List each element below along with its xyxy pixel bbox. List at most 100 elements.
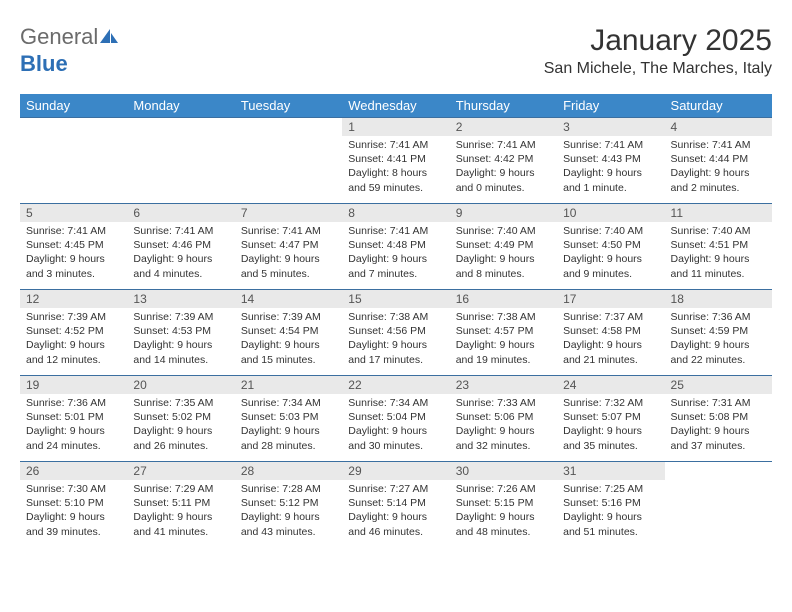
- day-number: 26: [20, 462, 127, 480]
- weekday-header: Friday: [557, 94, 664, 118]
- day-data: Sunrise: 7:39 AMSunset: 4:54 PMDaylight:…: [235, 308, 342, 371]
- calendar-cell: [127, 118, 234, 204]
- day-number: 5: [20, 204, 127, 222]
- day-number: 30: [450, 462, 557, 480]
- day-data: Sunrise: 7:41 AMSunset: 4:42 PMDaylight:…: [450, 136, 557, 199]
- calendar-cell: 9Sunrise: 7:40 AMSunset: 4:49 PMDaylight…: [450, 204, 557, 290]
- day-data: Sunrise: 7:36 AMSunset: 4:59 PMDaylight:…: [665, 308, 772, 371]
- calendar-cell: 24Sunrise: 7:32 AMSunset: 5:07 PMDayligh…: [557, 376, 664, 462]
- day-number: 4: [665, 118, 772, 136]
- day-number: 10: [557, 204, 664, 222]
- day-number: 1: [342, 118, 449, 136]
- calendar-week-row: 5Sunrise: 7:41 AMSunset: 4:45 PMDaylight…: [20, 204, 772, 290]
- day-data: Sunrise: 7:38 AMSunset: 4:57 PMDaylight:…: [450, 308, 557, 371]
- calendar-cell: 26Sunrise: 7:30 AMSunset: 5:10 PMDayligh…: [20, 462, 127, 548]
- weekday-header: Sunday: [20, 94, 127, 118]
- day-number: 6: [127, 204, 234, 222]
- day-number: 15: [342, 290, 449, 308]
- day-data: Sunrise: 7:27 AMSunset: 5:14 PMDaylight:…: [342, 480, 449, 543]
- day-number: 8: [342, 204, 449, 222]
- calendar-cell: 2Sunrise: 7:41 AMSunset: 4:42 PMDaylight…: [450, 118, 557, 204]
- day-number: 7: [235, 204, 342, 222]
- calendar-week-row: 12Sunrise: 7:39 AMSunset: 4:52 PMDayligh…: [20, 290, 772, 376]
- calendar-week-row: 1Sunrise: 7:41 AMSunset: 4:41 PMDaylight…: [20, 118, 772, 204]
- day-data: Sunrise: 7:34 AMSunset: 5:04 PMDaylight:…: [342, 394, 449, 457]
- day-number: 29: [342, 462, 449, 480]
- day-data: Sunrise: 7:41 AMSunset: 4:46 PMDaylight:…: [127, 222, 234, 285]
- calendar-cell: 31Sunrise: 7:25 AMSunset: 5:16 PMDayligh…: [557, 462, 664, 548]
- calendar-cell: 15Sunrise: 7:38 AMSunset: 4:56 PMDayligh…: [342, 290, 449, 376]
- logo-word2: Blue: [20, 51, 68, 76]
- day-number: 22: [342, 376, 449, 394]
- day-number: 2: [450, 118, 557, 136]
- day-number: 11: [665, 204, 772, 222]
- day-number: 31: [557, 462, 664, 480]
- calendar-cell: 29Sunrise: 7:27 AMSunset: 5:14 PMDayligh…: [342, 462, 449, 548]
- calendar-cell: 4Sunrise: 7:41 AMSunset: 4:44 PMDaylight…: [665, 118, 772, 204]
- logo-text: GeneralBlue: [20, 24, 120, 77]
- day-data: Sunrise: 7:41 AMSunset: 4:47 PMDaylight:…: [235, 222, 342, 285]
- day-data: Sunrise: 7:33 AMSunset: 5:06 PMDaylight:…: [450, 394, 557, 457]
- day-data: Sunrise: 7:26 AMSunset: 5:15 PMDaylight:…: [450, 480, 557, 543]
- day-data: Sunrise: 7:36 AMSunset: 5:01 PMDaylight:…: [20, 394, 127, 457]
- day-number: 17: [557, 290, 664, 308]
- weekday-header: Wednesday: [342, 94, 449, 118]
- calendar-cell: 20Sunrise: 7:35 AMSunset: 5:02 PMDayligh…: [127, 376, 234, 462]
- day-number-empty: [127, 118, 234, 136]
- calendar-cell: 25Sunrise: 7:31 AMSunset: 5:08 PMDayligh…: [665, 376, 772, 462]
- calendar-cell: 21Sunrise: 7:34 AMSunset: 5:03 PMDayligh…: [235, 376, 342, 462]
- day-number: 12: [20, 290, 127, 308]
- calendar-cell: 5Sunrise: 7:41 AMSunset: 4:45 PMDaylight…: [20, 204, 127, 290]
- day-number: 25: [665, 376, 772, 394]
- day-number: 3: [557, 118, 664, 136]
- day-number: 21: [235, 376, 342, 394]
- day-data: Sunrise: 7:34 AMSunset: 5:03 PMDaylight:…: [235, 394, 342, 457]
- day-data: Sunrise: 7:41 AMSunset: 4:45 PMDaylight:…: [20, 222, 127, 285]
- calendar-cell: 6Sunrise: 7:41 AMSunset: 4:46 PMDaylight…: [127, 204, 234, 290]
- day-data: Sunrise: 7:29 AMSunset: 5:11 PMDaylight:…: [127, 480, 234, 543]
- day-number: 9: [450, 204, 557, 222]
- calendar-cell: 8Sunrise: 7:41 AMSunset: 4:48 PMDaylight…: [342, 204, 449, 290]
- logo-word1: General: [20, 24, 98, 49]
- calendar-cell: 11Sunrise: 7:40 AMSunset: 4:51 PMDayligh…: [665, 204, 772, 290]
- header: GeneralBlue January 2025 San Michele, Th…: [20, 24, 772, 78]
- calendar-cell: 14Sunrise: 7:39 AMSunset: 4:54 PMDayligh…: [235, 290, 342, 376]
- day-data: Sunrise: 7:40 AMSunset: 4:51 PMDaylight:…: [665, 222, 772, 285]
- calendar-cell: 17Sunrise: 7:37 AMSunset: 4:58 PMDayligh…: [557, 290, 664, 376]
- day-data: Sunrise: 7:40 AMSunset: 4:49 PMDaylight:…: [450, 222, 557, 285]
- weekday-header: Saturday: [665, 94, 772, 118]
- calendar-week-row: 19Sunrise: 7:36 AMSunset: 5:01 PMDayligh…: [20, 376, 772, 462]
- calendar-cell: 23Sunrise: 7:33 AMSunset: 5:06 PMDayligh…: [450, 376, 557, 462]
- day-number: 23: [450, 376, 557, 394]
- calendar-cell: 30Sunrise: 7:26 AMSunset: 5:15 PMDayligh…: [450, 462, 557, 548]
- calendar-cell: 1Sunrise: 7:41 AMSunset: 4:41 PMDaylight…: [342, 118, 449, 204]
- calendar-body: 1Sunrise: 7:41 AMSunset: 4:41 PMDaylight…: [20, 118, 772, 548]
- day-data: Sunrise: 7:41 AMSunset: 4:48 PMDaylight:…: [342, 222, 449, 285]
- day-data: Sunrise: 7:39 AMSunset: 4:53 PMDaylight:…: [127, 308, 234, 371]
- day-data: Sunrise: 7:25 AMSunset: 5:16 PMDaylight:…: [557, 480, 664, 543]
- day-data: Sunrise: 7:41 AMSunset: 4:44 PMDaylight:…: [665, 136, 772, 199]
- day-number: 13: [127, 290, 234, 308]
- day-number-empty: [20, 118, 127, 136]
- day-number: 16: [450, 290, 557, 308]
- day-data: Sunrise: 7:38 AMSunset: 4:56 PMDaylight:…: [342, 308, 449, 371]
- calendar-cell: 7Sunrise: 7:41 AMSunset: 4:47 PMDaylight…: [235, 204, 342, 290]
- calendar-cell: 3Sunrise: 7:41 AMSunset: 4:43 PMDaylight…: [557, 118, 664, 204]
- calendar-cell: 12Sunrise: 7:39 AMSunset: 4:52 PMDayligh…: [20, 290, 127, 376]
- day-data: Sunrise: 7:32 AMSunset: 5:07 PMDaylight:…: [557, 394, 664, 457]
- weekday-header: Monday: [127, 94, 234, 118]
- month-year: January 2025: [544, 24, 772, 58]
- weekday-header: Tuesday: [235, 94, 342, 118]
- day-data: Sunrise: 7:37 AMSunset: 4:58 PMDaylight:…: [557, 308, 664, 371]
- day-number: 20: [127, 376, 234, 394]
- day-number-empty: [665, 462, 772, 480]
- calendar-cell: 13Sunrise: 7:39 AMSunset: 4:53 PMDayligh…: [127, 290, 234, 376]
- day-data: Sunrise: 7:41 AMSunset: 4:43 PMDaylight:…: [557, 136, 664, 199]
- calendar-cell: 19Sunrise: 7:36 AMSunset: 5:01 PMDayligh…: [20, 376, 127, 462]
- calendar-cell: 27Sunrise: 7:29 AMSunset: 5:11 PMDayligh…: [127, 462, 234, 548]
- day-number: 14: [235, 290, 342, 308]
- title-block: January 2025 San Michele, The Marches, I…: [544, 24, 772, 78]
- logo: GeneralBlue: [20, 24, 120, 77]
- calendar-table: SundayMondayTuesdayWednesdayThursdayFrid…: [20, 94, 772, 548]
- calendar-week-row: 26Sunrise: 7:30 AMSunset: 5:10 PMDayligh…: [20, 462, 772, 548]
